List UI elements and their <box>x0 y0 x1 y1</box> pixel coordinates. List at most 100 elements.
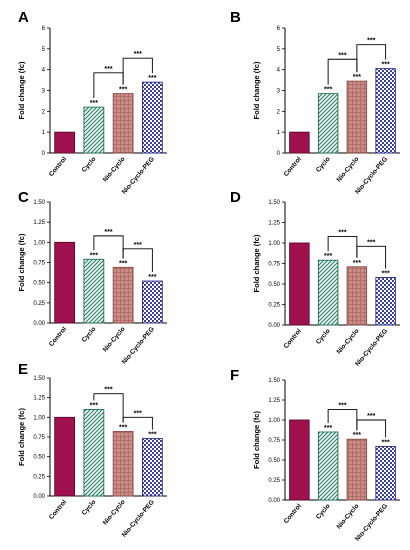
panel-e-bar-stars: *** <box>119 424 127 431</box>
panel-d-y-tick-label: 1.00 <box>268 241 280 247</box>
panel-a-y-tick-label: 5 <box>42 47 46 53</box>
panel-c-y-axis-title: Fold change (fc) <box>17 233 26 291</box>
panel-c-bar-stars: *** <box>90 252 98 259</box>
panel-f: F 0.00 0.25 0.50 0.75 1.00 1.25 1.50 Fold change… <box>230 367 400 543</box>
panel-d-y-tick-label: 0.25 <box>268 303 280 309</box>
panel-d-bracket-stars: *** <box>367 239 375 246</box>
panel-a-bar-control <box>54 131 76 154</box>
panel-b: B 0 1 2 3 4 5 6 Fold change (fc) Control *** Cyclo *… <box>230 9 400 196</box>
panel-b-bracket <box>356 44 387 73</box>
panel-e-bar-stars: *** <box>148 432 156 439</box>
panel-a-y-tick-label: 2 <box>42 109 46 115</box>
panel-c-bracket <box>93 235 124 259</box>
panel-f-y-tick-label: 0.50 <box>268 458 280 464</box>
panel-f-bar-stars: *** <box>324 425 332 432</box>
panel-e-bar-cyclo <box>83 409 105 497</box>
panel-d-bracket <box>356 245 387 269</box>
panel-d-y-tick-label: 1.50 <box>268 200 280 206</box>
panel-a-letter: A <box>18 9 29 26</box>
panel-a-bar-stars: *** <box>90 100 98 107</box>
panel-f-y-tick-label: 1.25 <box>268 398 280 404</box>
panel-e-y-axis-title: Fold change (fc) <box>17 408 26 466</box>
panel-c-x-tick-label: Nio-Cyclo-PEG <box>121 326 156 366</box>
panel-d-bar-stars: *** <box>324 253 332 260</box>
panel-f-x-tick-label: Nio-Cyclo-PEG <box>354 503 389 543</box>
panel-f-y-tick-label: 0.00 <box>268 498 280 504</box>
panel-c-x-tick-label: Nio-Cyclo <box>102 326 127 354</box>
panel-f-bracket-stars: *** <box>367 413 375 420</box>
panel-c-bracket-stars: *** <box>134 242 142 249</box>
panel-c-bar-stars: *** <box>119 260 127 267</box>
panel-e-y-tick-label: 0.25 <box>33 474 45 480</box>
panel-a-y-tick-label: 0 <box>42 151 46 157</box>
panel-b-bar-cyclo <box>317 93 339 154</box>
panel-e-x-tick-label: Cyclo <box>81 499 98 517</box>
panel-b-y-tick-label: 1 <box>277 130 281 136</box>
panel-a-bar-nio-cyclo-peg <box>141 81 163 154</box>
panel-f-y-tick-label: 0.25 <box>268 478 280 484</box>
panel-d: D 0.00 0.25 0.50 0.75 1.00 1.25 1.50 Fold change… <box>230 189 400 368</box>
panel-a-bar-stars: *** <box>119 87 127 94</box>
panel-e-y-tick-label: 1.25 <box>33 396 45 402</box>
panel-c-x-tick-label: Control <box>48 326 68 348</box>
panel-f-y-tick-label: 1.50 <box>268 378 280 384</box>
panel-e-bracket-stars: *** <box>104 387 112 394</box>
panel-f-bar-stars: *** <box>353 432 361 439</box>
panel-c-y-tick-label: 1.50 <box>33 200 45 206</box>
panel-b-y-tick-label: 5 <box>277 47 281 53</box>
panel-b-bar-stars: *** <box>324 87 332 94</box>
panel-c-y-tick-label: 1.00 <box>33 240 45 246</box>
panel-e-x-tick-label: Nio-Cyclo-PEG <box>121 499 156 539</box>
panel-c-y-tick-label: 0.75 <box>33 261 45 267</box>
panel-e-y-tick-label: 0.50 <box>33 455 45 461</box>
panel-e: E 0.00 0.25 0.50 0.75 1.00 1.25 1.50 Fold change… <box>17 361 167 539</box>
panel-a-y-axis-title: Fold change (fc) <box>17 61 26 119</box>
panel-a-bar-nio-cyclo <box>112 93 134 154</box>
panel-d-y-tick-label: 0.50 <box>268 282 280 288</box>
panel-a-bracket <box>122 57 153 85</box>
panel-b-y-tick-label: 2 <box>277 109 281 115</box>
panel-b-y-tick-label: 4 <box>277 68 281 74</box>
panel-c-y-tick-label: 0.00 <box>33 321 45 327</box>
panel-e-bar-stars: *** <box>90 402 98 409</box>
panel-e-bracket-stars: *** <box>134 410 142 417</box>
panel-b-bar-stars: *** <box>353 74 361 81</box>
panel-c-bar-control <box>54 241 76 324</box>
panel-b-y-tick-label: 0 <box>277 151 281 157</box>
panel-d-bar-cyclo <box>317 259 339 326</box>
panel-c-y-tick-label: 0.25 <box>33 301 45 307</box>
panel-a-y-tick-label: 3 <box>42 89 46 95</box>
panel-e-y-tick-label: 0.00 <box>33 494 45 500</box>
panel-b-x-tick-label: Control <box>283 156 303 178</box>
panel-f-x-tick-label: Control <box>283 503 303 525</box>
panel-b-bar-control <box>289 131 310 154</box>
panel-d-bar-stars: *** <box>353 260 361 267</box>
panel-e-letter: E <box>18 361 28 378</box>
panel-c-y-tick-label: 1.25 <box>33 220 45 226</box>
panel-b-bar-stars: *** <box>382 62 390 69</box>
panel-b-x-tick-label: Cyclo <box>315 156 332 174</box>
panel-e-y-tick-label: 1.00 <box>33 415 45 421</box>
panel-d-bracket <box>327 235 358 258</box>
panel-d-x-tick-label: Cyclo <box>315 328 332 346</box>
panel-f-bracket <box>356 419 387 438</box>
panel-a-y-tick-label: 1 <box>42 130 46 136</box>
panel-f-letter: F <box>230 367 239 384</box>
panel-a-bracket-stars: *** <box>134 51 142 58</box>
panel-e-y-tick-label: 0.75 <box>33 435 45 441</box>
panel-c-bracket-stars: *** <box>104 229 112 236</box>
panel-a-x-tick-label: Cyclo <box>81 156 98 174</box>
panel-a-x-tick-label: Control <box>48 156 68 178</box>
panel-a-y-tick-label: 6 <box>42 26 46 32</box>
panel-e-y-tick-label: 1.50 <box>33 376 45 382</box>
panel-c-bar-nio-cyclo <box>112 266 134 324</box>
panel-b-x-tick-label: Nio-Cyclo <box>336 156 361 184</box>
panel-c-bar-stars: *** <box>148 274 156 281</box>
panel-d-x-tick-label: Control <box>283 328 303 350</box>
panel-d-bar-nio-cyclo-peg <box>375 276 396 326</box>
panel-b-letter: B <box>230 9 241 26</box>
panel-f-bar-nio-cyclo-peg <box>375 445 396 501</box>
panel-f-y-tick-label: 1.00 <box>268 418 280 424</box>
panel-b-x-tick-label: Nio-Cyclo-PEG <box>354 156 389 196</box>
panel-d-bracket-stars: *** <box>338 229 346 236</box>
